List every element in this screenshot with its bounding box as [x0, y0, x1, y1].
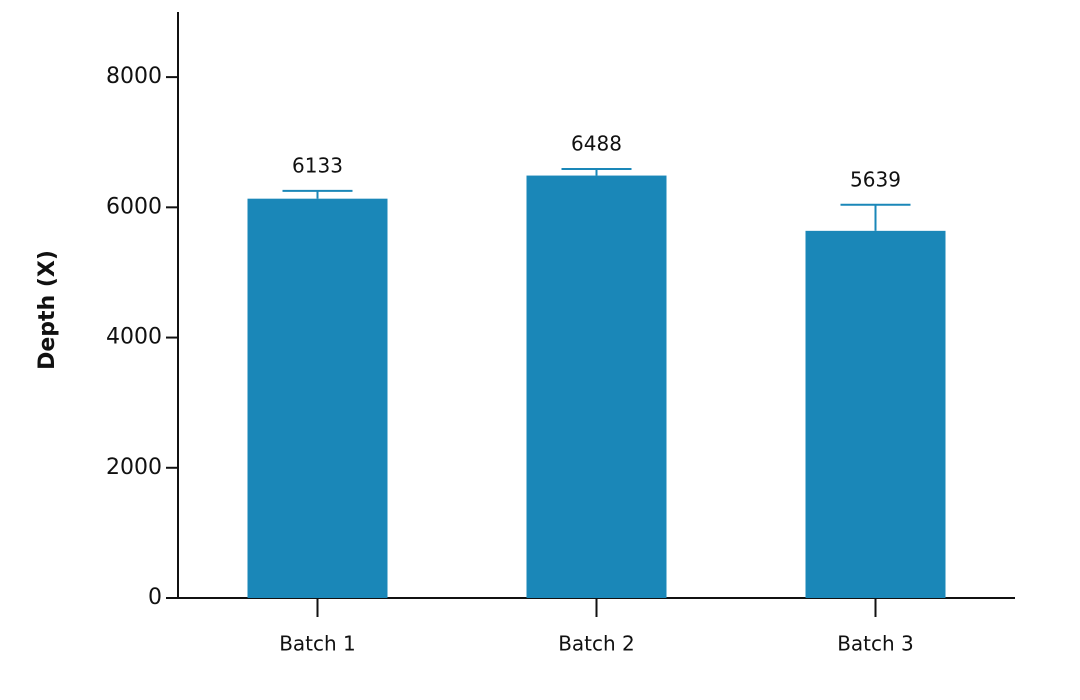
y-tick-label: 6000	[106, 194, 162, 219]
x-tick-label: Batch 2	[558, 632, 635, 656]
bar	[526, 175, 667, 598]
x-tick-label: Batch 1	[279, 632, 356, 656]
value-label: 5639	[850, 167, 901, 191]
x-tick-label: Batch 3	[837, 632, 914, 656]
y-tick-label: 8000	[106, 64, 162, 89]
y-tick-label: 2000	[106, 455, 162, 480]
y-tick-label: 0	[148, 585, 162, 610]
bar	[805, 230, 946, 598]
value-label: 6133	[292, 153, 343, 177]
value-label: 6488	[571, 132, 622, 156]
y-tick-label: 4000	[106, 325, 162, 350]
y-axis-label: Depth (X)	[35, 250, 60, 370]
bar	[247, 198, 388, 598]
